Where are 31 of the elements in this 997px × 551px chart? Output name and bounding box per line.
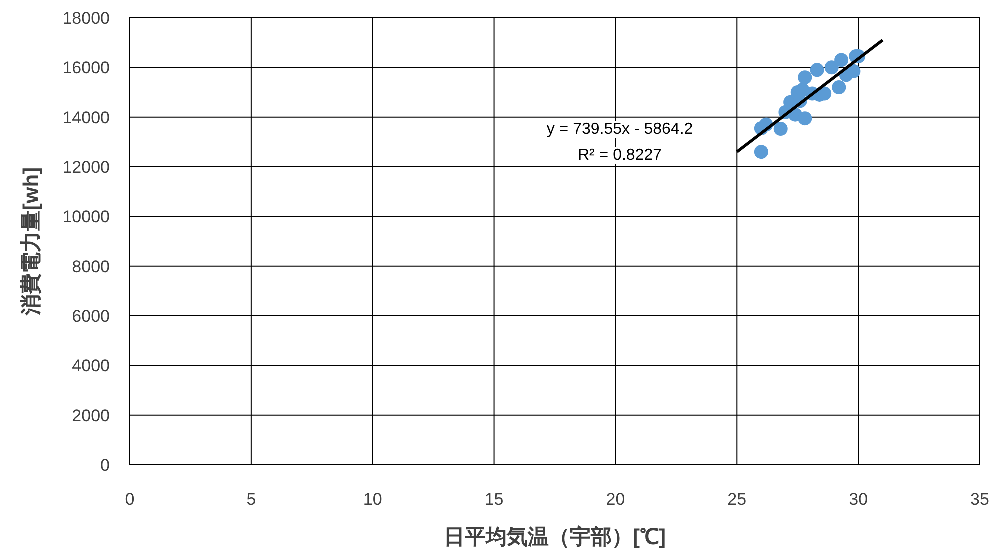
x-tick-label: 30 xyxy=(849,490,868,509)
y-axis-title: 消費電力量[wh] xyxy=(20,167,43,317)
annotation: R² = 0.8227 xyxy=(578,147,662,164)
point xyxy=(774,122,788,136)
point xyxy=(834,53,849,68)
x-tick-label: 0 xyxy=(125,490,135,509)
point xyxy=(824,60,839,75)
point xyxy=(798,70,812,85)
point xyxy=(810,63,824,78)
x-tick-label: 20 xyxy=(606,490,626,509)
point xyxy=(798,112,812,126)
y-tick-label: 12000 xyxy=(62,158,110,177)
x-tick-label: 5 xyxy=(246,490,256,509)
y-tick-label: 10000 xyxy=(62,208,110,227)
y-tick-label: 6000 xyxy=(72,307,110,326)
x-axis-title: 日平均気温（宇部）[℃] xyxy=(444,525,666,549)
point xyxy=(754,145,768,160)
x-tick-label: 35 xyxy=(970,490,990,509)
y-tick-label: 14000 xyxy=(62,108,110,128)
x-tick-label: 15 xyxy=(484,490,504,509)
point xyxy=(846,64,861,78)
y-tick-label: 8000 xyxy=(72,257,110,276)
point xyxy=(832,80,846,95)
x-tick-label: 25 xyxy=(728,490,747,509)
y-tick-label: 0 xyxy=(100,456,110,475)
y-tick-label: 2000 xyxy=(72,406,110,426)
annotation: y = 739.55x - 5864.2 xyxy=(546,121,694,138)
y-tick-label: 4000 xyxy=(72,356,110,376)
y-tick-label: 16000 xyxy=(62,58,110,78)
y-tick-label: 18000 xyxy=(62,9,110,28)
x-tick-label: 10 xyxy=(363,490,382,509)
